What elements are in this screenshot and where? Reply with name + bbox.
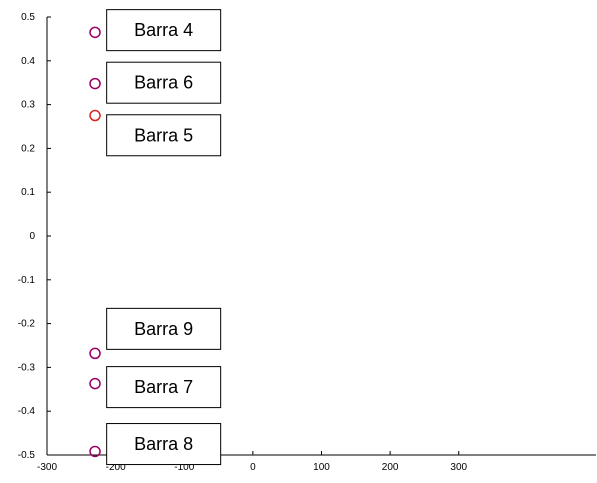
y-tick-label: -0.4 [18,406,36,417]
annotation-label: Barra 5 [134,125,193,145]
x-tick-label: 0 [250,462,256,473]
y-tick-label: -0.5 [18,450,36,461]
annotation-box [106,61,222,104]
x-tick-label: 100 [313,462,330,473]
y-tick-label: -0.1 [18,275,36,286]
y-tick-label: 0.1 [21,187,35,198]
annotations: Barra 4 Barra 6 Barra 5 Barra 9 Barra 7 Barra… [106,9,222,466]
y-tick-label: 0.4 [21,56,35,67]
y-tick-label: -0.2 [18,319,36,330]
annotation-label: Barra 7 [134,377,193,397]
annotation-label: Barra 6 [134,73,193,93]
annotation-label: Barra 4 [134,20,193,40]
x-tick-label: -200 [106,462,126,473]
x-tick-label: 300 [450,462,467,473]
y-tick-label: 0.5 [21,12,35,23]
data-point [89,77,101,90]
data-point [89,26,101,39]
x-tick-label: -300 [37,462,57,473]
annotation-box [106,423,222,466]
annotation-box [106,9,222,52]
y-tick-label: -0.3 [18,362,36,373]
axes: 0.5 0.4 0.3 0.2 0.1 0 -0.1 -0.2 -0.3 -0.4 -0.5-300… [18,12,596,473]
y-tick-label: 0.2 [21,143,35,154]
data-points [89,26,101,458]
annotation-box [106,307,222,350]
data-point [89,347,101,360]
x-tick-label: -100 [174,462,194,473]
annotation-box [106,366,222,409]
data-point [89,109,101,122]
annotation-label: Barra 8 [134,434,193,454]
x-tick-label: 200 [382,462,399,473]
y-tick-label: 0.3 [21,100,35,111]
data-point [89,445,101,458]
data-point [89,377,101,390]
annotation-box [106,114,222,157]
annotation-label: Barra 9 [134,319,193,339]
y-tick-label: 0 [29,231,35,242]
